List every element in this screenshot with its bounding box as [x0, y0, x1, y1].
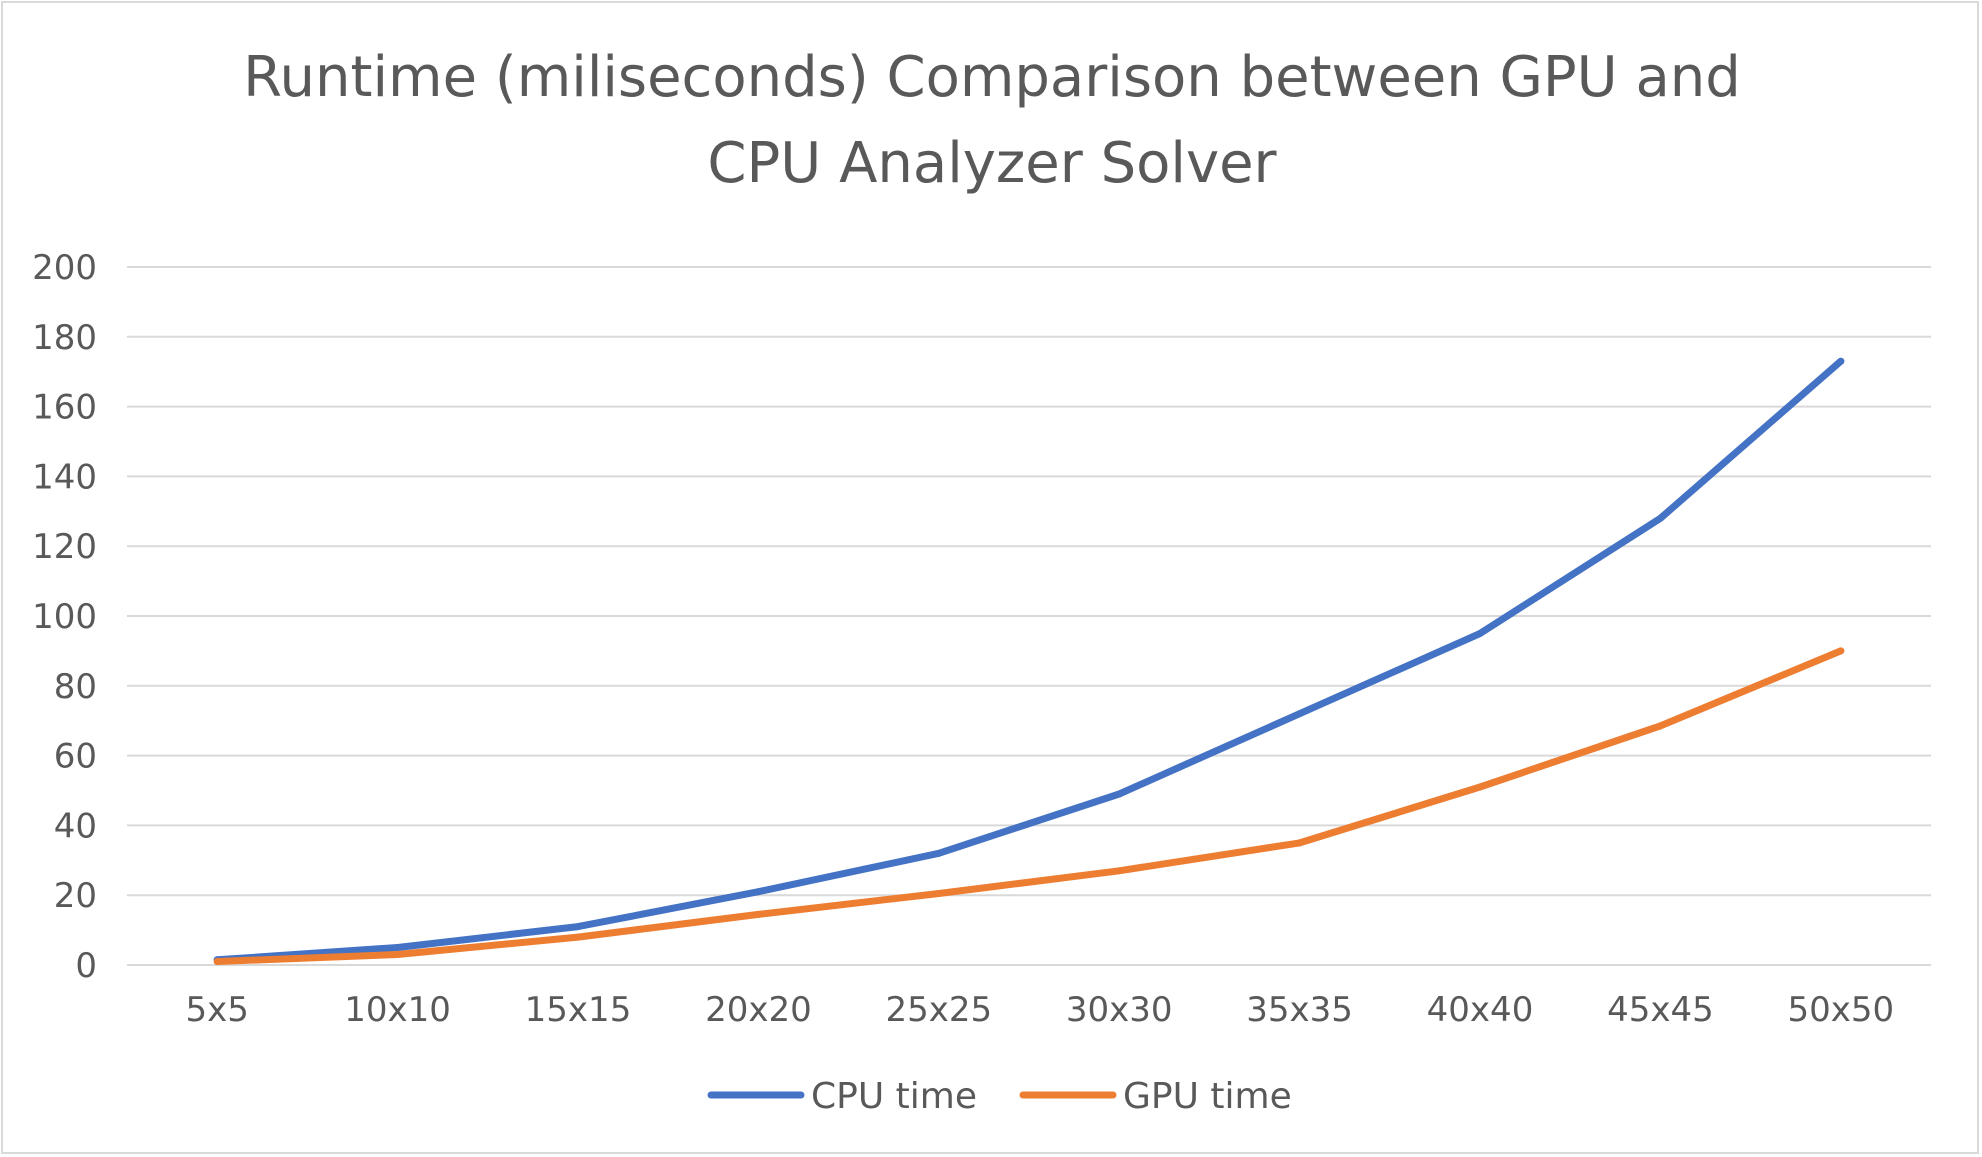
x-tick-label: 50x50	[1787, 990, 1894, 1030]
data-point	[1476, 629, 1484, 637]
data-point	[1115, 790, 1123, 798]
data-point	[394, 944, 402, 952]
x-tick-label: 35x35	[1246, 990, 1353, 1030]
y-tick-label: 160	[32, 388, 97, 428]
data-point	[1115, 867, 1123, 875]
line-chart: 0 20 40 60 80 100 120 140 160 180 200 5x5 10x10 15x1…	[32, 248, 1931, 1117]
y-tick-label: 20	[54, 876, 97, 916]
x-tick-label: 40x40	[1427, 990, 1534, 1030]
y-tick-label: 140	[32, 457, 97, 497]
y-tick-label: 100	[32, 597, 97, 637]
x-tick-label: 45x45	[1607, 990, 1714, 1030]
y-tick-label: 80	[54, 667, 97, 707]
y-tick-label: 60	[54, 737, 97, 777]
x-tick-label: 10x10	[344, 990, 451, 1030]
data-point	[1656, 514, 1664, 522]
data-point	[1296, 839, 1304, 847]
y-tick-label: 200	[32, 248, 97, 288]
data-point	[754, 888, 762, 896]
data-point	[574, 923, 582, 931]
y-tick-label: 180	[32, 318, 97, 358]
data-point	[1656, 722, 1664, 730]
data-point	[213, 958, 221, 966]
data-point	[1837, 357, 1845, 365]
x-tick-label: 25x25	[885, 990, 992, 1030]
y-tick-label: 0	[75, 946, 97, 986]
x-tick-label: 5x5	[186, 990, 249, 1030]
gridlines	[127, 266, 1931, 966]
data-point	[935, 849, 943, 857]
data-point	[754, 910, 762, 918]
series-lines	[213, 357, 1845, 966]
data-point	[1296, 710, 1304, 718]
data-point	[1476, 783, 1484, 791]
x-tick-label: 30x30	[1066, 990, 1173, 1030]
chart-title-line-2: CPU Analyzer Solver	[707, 131, 1277, 196]
legend: CPU time GPU time	[707, 1076, 1292, 1117]
y-axis-tick-labels: 0 20 40 60 80 100 120 140 160 180 200	[32, 248, 97, 986]
data-point	[394, 951, 402, 959]
y-tick-label: 120	[32, 527, 97, 567]
legend-label: CPU time	[811, 1076, 977, 1117]
data-point	[574, 933, 582, 941]
series-line-cpu-time	[213, 357, 1845, 964]
x-tick-label: 20x20	[705, 990, 812, 1030]
x-axis-tick-labels: 5x5 10x10 15x15 20x20 25x25 30x30 35x35 40x40 45…	[186, 990, 1895, 1030]
x-tick-label: 15x15	[525, 990, 632, 1030]
y-tick-label: 40	[54, 806, 97, 846]
chart-title-line-1: Runtime (miliseconds) Comparison between…	[243, 45, 1741, 110]
data-point	[1837, 647, 1845, 655]
data-point	[935, 889, 943, 897]
series-line-gpu-time	[213, 647, 1845, 965]
legend-label: GPU time	[1123, 1076, 1292, 1117]
